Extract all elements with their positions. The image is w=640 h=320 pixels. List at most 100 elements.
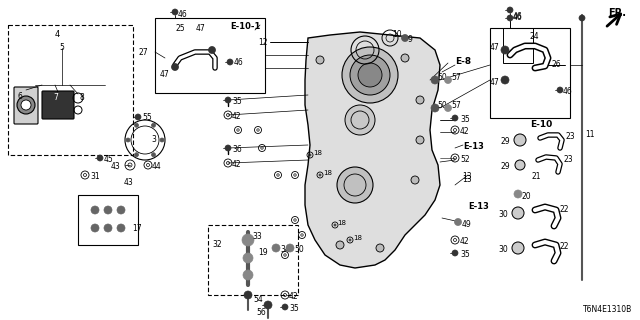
Text: 20: 20 bbox=[522, 192, 532, 201]
Text: 13: 13 bbox=[462, 175, 472, 184]
Text: 35: 35 bbox=[460, 115, 470, 124]
Circle shape bbox=[345, 105, 375, 135]
Circle shape bbox=[416, 136, 424, 144]
Circle shape bbox=[501, 46, 509, 54]
Circle shape bbox=[17, 96, 35, 114]
Text: 49: 49 bbox=[462, 220, 472, 229]
Text: 35: 35 bbox=[232, 97, 242, 106]
Text: 9: 9 bbox=[408, 35, 413, 44]
Text: 22: 22 bbox=[560, 242, 570, 251]
Text: 12: 12 bbox=[259, 38, 268, 47]
Circle shape bbox=[514, 134, 526, 146]
Circle shape bbox=[225, 145, 231, 151]
Circle shape bbox=[152, 123, 156, 127]
Text: 47: 47 bbox=[490, 43, 500, 52]
Text: 57: 57 bbox=[451, 73, 461, 82]
Circle shape bbox=[350, 55, 390, 95]
Bar bbox=[8, 25, 133, 155]
Circle shape bbox=[126, 138, 130, 142]
Text: 25: 25 bbox=[176, 24, 186, 33]
Circle shape bbox=[445, 76, 451, 84]
Circle shape bbox=[515, 160, 525, 170]
Text: 5: 5 bbox=[60, 43, 65, 52]
Circle shape bbox=[244, 291, 252, 299]
Text: 46: 46 bbox=[563, 87, 573, 96]
Circle shape bbox=[134, 123, 138, 127]
Circle shape bbox=[336, 241, 344, 249]
Circle shape bbox=[452, 115, 458, 121]
Circle shape bbox=[431, 76, 439, 84]
Circle shape bbox=[152, 153, 156, 157]
Circle shape bbox=[135, 114, 141, 120]
Text: 7: 7 bbox=[53, 93, 58, 102]
Text: 21: 21 bbox=[532, 172, 541, 181]
Circle shape bbox=[117, 224, 125, 232]
Text: 11: 11 bbox=[585, 130, 595, 139]
Text: 36: 36 bbox=[232, 145, 242, 154]
Text: 42: 42 bbox=[289, 292, 299, 301]
Circle shape bbox=[401, 54, 409, 62]
Circle shape bbox=[242, 234, 254, 246]
Polygon shape bbox=[305, 32, 440, 268]
Text: 42: 42 bbox=[232, 112, 242, 121]
Circle shape bbox=[514, 190, 522, 198]
Circle shape bbox=[416, 96, 424, 104]
Text: 18: 18 bbox=[313, 150, 322, 156]
Text: 27: 27 bbox=[138, 48, 148, 57]
Text: E-10: E-10 bbox=[530, 120, 552, 129]
Circle shape bbox=[376, 244, 384, 252]
Text: 46: 46 bbox=[234, 58, 244, 67]
Circle shape bbox=[358, 63, 382, 87]
Circle shape bbox=[104, 206, 112, 214]
Circle shape bbox=[337, 167, 373, 203]
Circle shape bbox=[411, 176, 419, 184]
Text: 45: 45 bbox=[104, 155, 114, 164]
Text: 31: 31 bbox=[90, 172, 100, 181]
Circle shape bbox=[342, 47, 398, 103]
Text: 10: 10 bbox=[392, 30, 402, 39]
Text: 55: 55 bbox=[142, 113, 152, 122]
Circle shape bbox=[286, 244, 294, 252]
Circle shape bbox=[579, 15, 585, 21]
Circle shape bbox=[282, 304, 288, 310]
Text: 56: 56 bbox=[256, 308, 266, 317]
Bar bbox=[490, 28, 570, 118]
Text: E-10-1: E-10-1 bbox=[230, 22, 260, 31]
Text: 43: 43 bbox=[110, 162, 120, 171]
Text: 35: 35 bbox=[460, 250, 470, 259]
Text: 33: 33 bbox=[252, 232, 262, 241]
Bar bbox=[503, 28, 533, 63]
Circle shape bbox=[91, 224, 99, 232]
Text: E-8: E-8 bbox=[455, 57, 471, 66]
Circle shape bbox=[512, 207, 524, 219]
Text: E-13: E-13 bbox=[468, 202, 489, 211]
Text: 22: 22 bbox=[560, 205, 570, 214]
Text: 47: 47 bbox=[490, 78, 500, 87]
Text: 30: 30 bbox=[499, 245, 508, 254]
Bar bbox=[208, 225, 298, 295]
Text: 47: 47 bbox=[160, 70, 170, 79]
FancyBboxPatch shape bbox=[42, 91, 74, 119]
Text: 17: 17 bbox=[132, 224, 141, 233]
Text: 23: 23 bbox=[563, 155, 573, 164]
Circle shape bbox=[264, 301, 272, 309]
Circle shape bbox=[104, 224, 112, 232]
Bar bbox=[78, 195, 138, 245]
Text: 57: 57 bbox=[451, 101, 461, 110]
Text: 46: 46 bbox=[513, 12, 523, 21]
Text: 50: 50 bbox=[437, 101, 447, 110]
Circle shape bbox=[160, 138, 164, 142]
Bar bbox=[155, 18, 265, 93]
Circle shape bbox=[454, 219, 461, 226]
Text: 18: 18 bbox=[323, 170, 332, 176]
Text: T6N4E1310B: T6N4E1310B bbox=[583, 305, 632, 314]
Text: 50: 50 bbox=[294, 245, 304, 254]
FancyBboxPatch shape bbox=[14, 87, 38, 124]
Text: 42: 42 bbox=[460, 127, 470, 136]
Text: 8: 8 bbox=[80, 93, 84, 102]
Text: 52: 52 bbox=[460, 155, 470, 164]
Text: 46: 46 bbox=[178, 10, 188, 19]
Text: 54: 54 bbox=[253, 295, 263, 304]
Circle shape bbox=[445, 105, 451, 111]
Circle shape bbox=[243, 270, 253, 280]
